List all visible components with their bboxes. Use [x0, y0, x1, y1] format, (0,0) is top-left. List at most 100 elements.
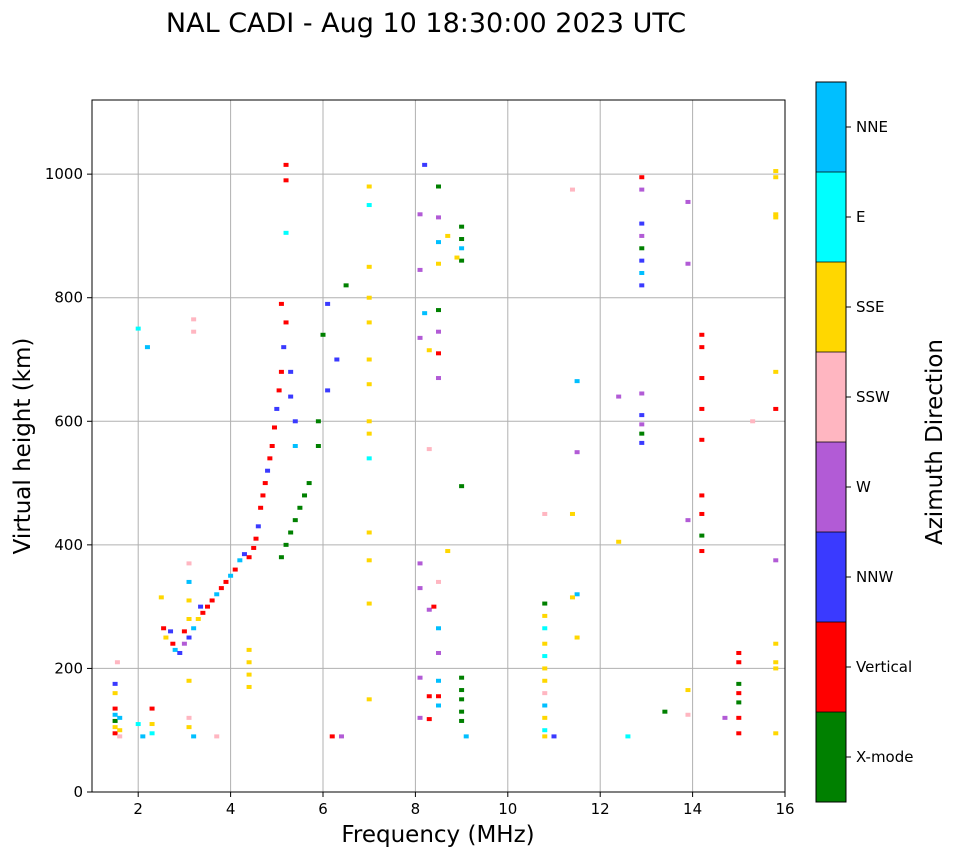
data-point — [228, 573, 234, 578]
data-point — [320, 332, 326, 337]
data-point — [685, 712, 691, 717]
data-point — [639, 271, 645, 275]
colorbar-swatch — [816, 352, 846, 442]
y-axis-label: Virtual height (km) — [10, 338, 36, 555]
data-point — [265, 468, 271, 473]
data-point — [639, 258, 645, 263]
data-point — [198, 604, 204, 609]
data-point — [773, 169, 779, 174]
data-point — [639, 391, 645, 396]
data-point — [223, 579, 229, 584]
colorbar-tick-label: X-mode — [856, 748, 913, 766]
data-point — [685, 199, 691, 204]
data-point — [283, 178, 289, 183]
x-tick-label: 8 — [411, 800, 421, 818]
data-point — [625, 734, 631, 739]
y-tick-label: 600 — [54, 412, 83, 430]
data-point — [283, 230, 289, 235]
data-point — [699, 406, 705, 411]
data-point — [542, 703, 548, 708]
data-point — [325, 388, 331, 393]
data-point — [343, 283, 349, 288]
data-point — [463, 734, 469, 739]
data-point — [685, 688, 691, 693]
x-tick-label: 16 — [775, 800, 794, 818]
data-point — [288, 369, 294, 374]
data-point — [436, 678, 441, 683]
colorbar-tick-label: SSE — [856, 298, 885, 316]
data-point — [112, 731, 118, 736]
data-point — [736, 700, 742, 705]
chart-title: NAL CADI - Aug 10 18:30:00 2023 UTC — [166, 8, 686, 39]
colorbar-swatch — [816, 172, 846, 262]
data-point — [283, 320, 289, 325]
data-point — [574, 592, 580, 597]
data-point — [315, 419, 321, 424]
colorbar-swatch — [816, 262, 846, 352]
data-point — [325, 301, 331, 306]
data-point — [551, 734, 557, 739]
data-point — [685, 261, 691, 266]
data-point — [205, 604, 210, 609]
data-point — [191, 317, 197, 322]
data-point — [214, 734, 220, 739]
x-tick-label: 6 — [318, 800, 328, 818]
data-point — [699, 533, 705, 538]
data-point — [366, 264, 372, 269]
data-point — [436, 694, 441, 699]
data-point — [685, 518, 691, 523]
data-point — [773, 660, 779, 665]
data-point — [426, 348, 432, 353]
data-point — [639, 422, 645, 427]
data-point — [574, 379, 580, 384]
data-point — [186, 715, 192, 720]
data-point — [149, 731, 155, 736]
data-point — [574, 450, 580, 455]
data-point — [422, 162, 428, 167]
data-point — [170, 641, 176, 646]
data-point — [699, 332, 705, 337]
colorbar-frame — [815, 81, 847, 803]
data-point — [292, 419, 298, 424]
data-point — [436, 703, 441, 708]
data-point — [172, 647, 178, 652]
data-point — [436, 329, 441, 334]
data-point — [186, 579, 192, 584]
data-point — [445, 549, 451, 554]
colorbar-tick-label: SSW — [856, 388, 890, 406]
data-point — [459, 718, 465, 723]
data-point — [112, 681, 118, 686]
data-point — [292, 444, 298, 448]
data-point — [292, 518, 298, 523]
data-point — [297, 505, 303, 510]
data-point — [422, 311, 428, 316]
data-point — [329, 734, 335, 739]
y-tick-label: 200 — [54, 659, 83, 677]
data-point — [616, 394, 622, 399]
data-point — [639, 187, 645, 192]
data-point — [246, 660, 252, 665]
data-point — [112, 725, 118, 730]
data-point — [639, 246, 645, 251]
data-point — [181, 641, 187, 646]
data-point — [431, 604, 437, 609]
data-point — [214, 592, 220, 597]
data-point — [542, 626, 548, 631]
data-point — [699, 493, 705, 498]
data-point — [144, 345, 150, 350]
data-point — [278, 301, 284, 306]
data-point — [459, 709, 465, 714]
data-point — [417, 675, 423, 680]
colorbar-tick-label: W — [856, 478, 871, 496]
data-point — [366, 431, 372, 436]
data-point — [241, 552, 247, 557]
data-point — [773, 558, 779, 563]
data-point — [209, 598, 215, 603]
data-point — [639, 440, 645, 445]
y-tick-label: 400 — [54, 536, 83, 554]
data-point — [639, 221, 645, 226]
x-tick-label: 12 — [591, 800, 610, 818]
data-point — [191, 734, 197, 739]
data-point — [436, 308, 441, 313]
data-point — [639, 175, 645, 180]
